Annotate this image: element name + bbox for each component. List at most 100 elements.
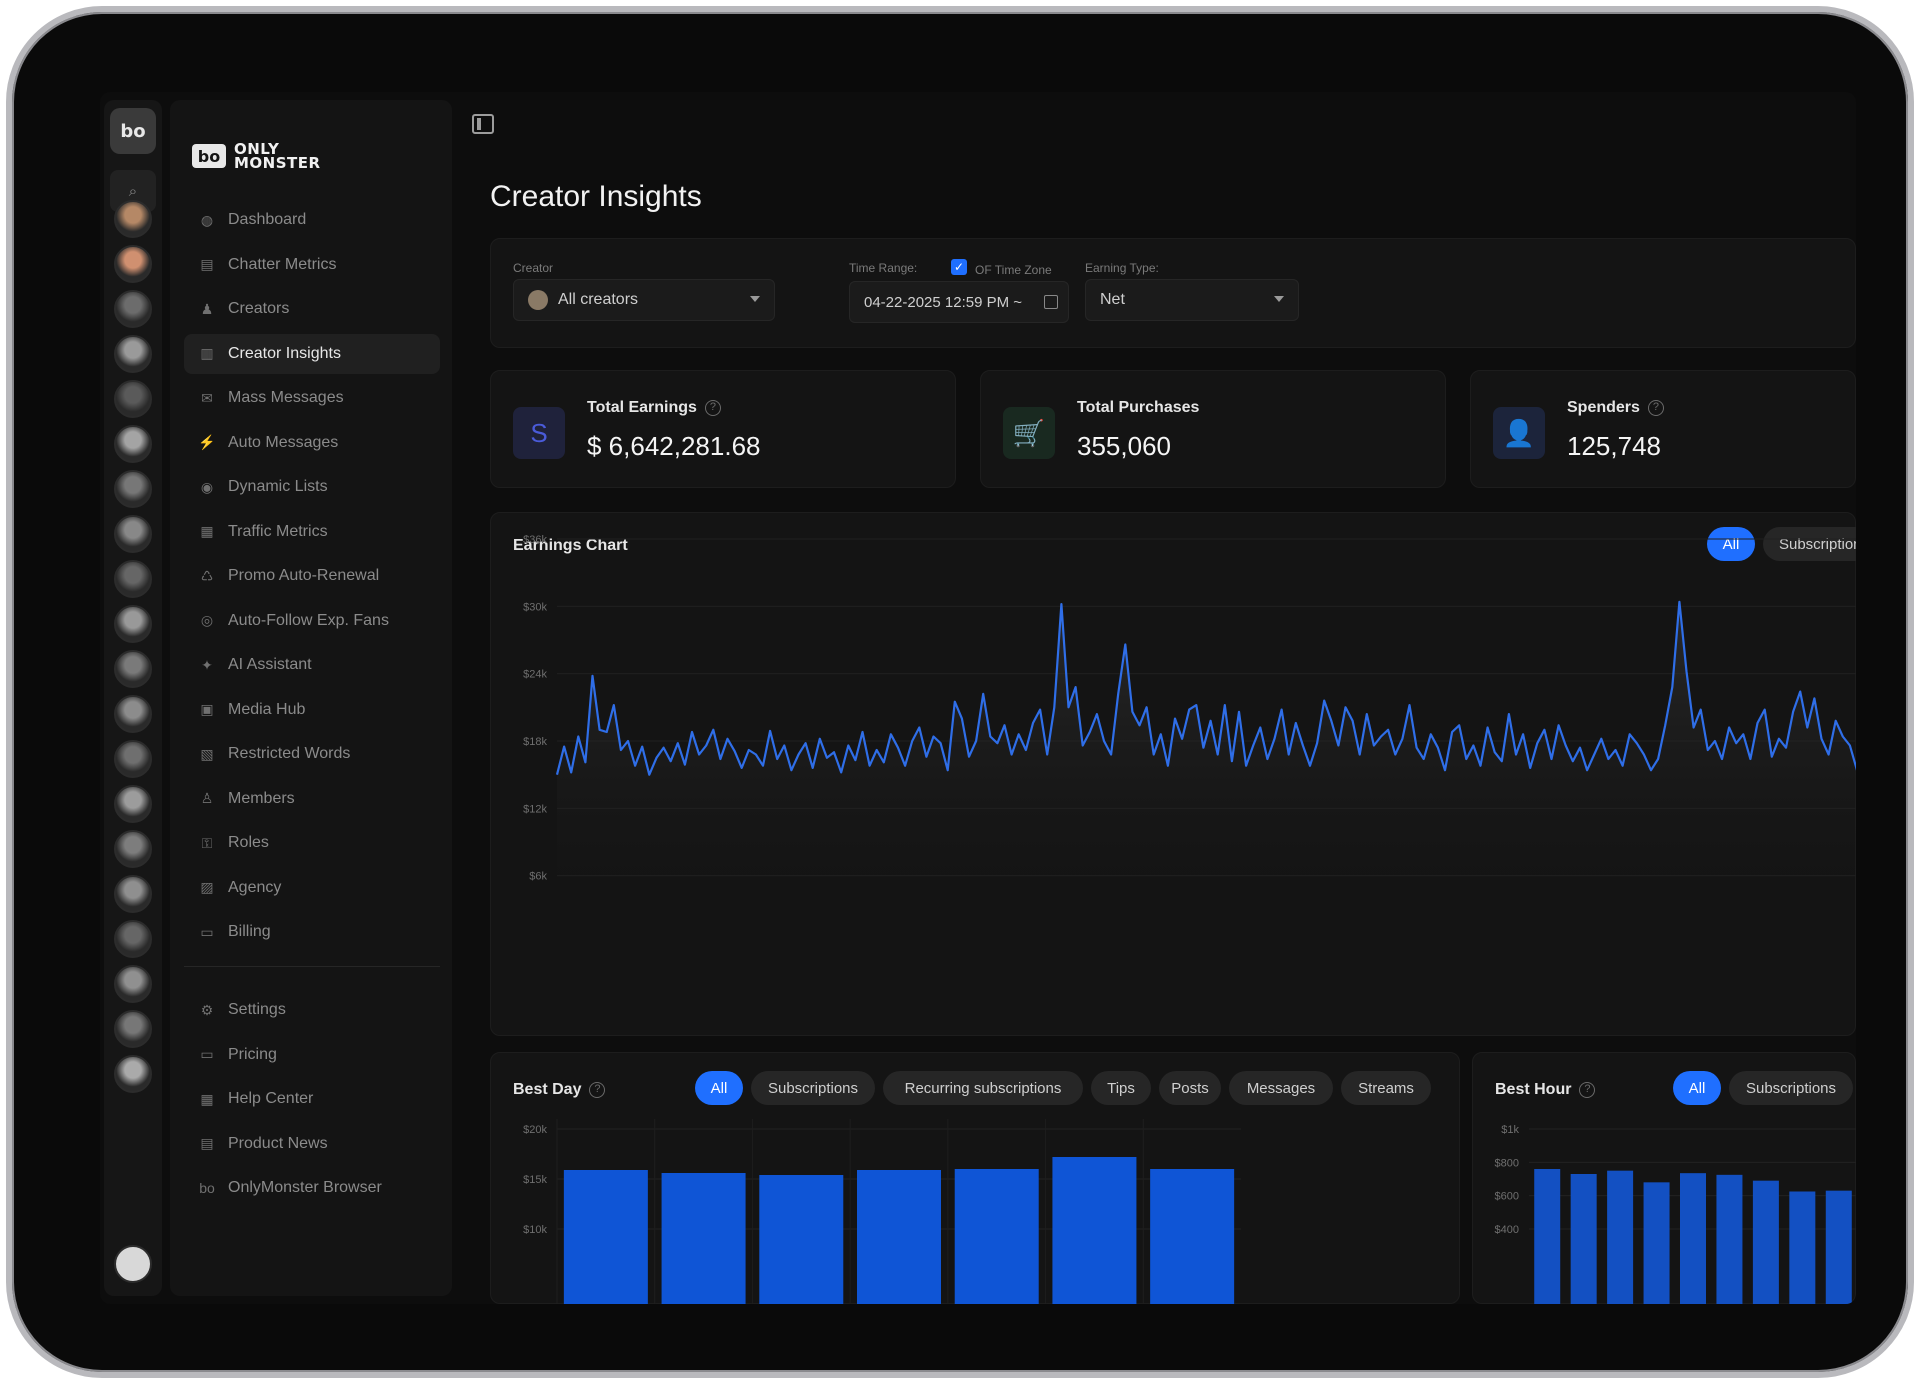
calendar-icon	[1044, 295, 1058, 309]
earning-type-select[interactable]: Net	[1085, 279, 1299, 321]
creator-avatar[interactable]	[114, 335, 152, 373]
creator-avatar[interactable]	[114, 740, 152, 778]
filter-pill-subscriptions[interactable]: Subscriptions	[751, 1071, 875, 1105]
bar[interactable]	[1607, 1170, 1634, 1304]
creator-avatar[interactable]	[114, 1010, 152, 1048]
bar[interactable]	[1570, 1174, 1597, 1304]
bar[interactable]	[1534, 1169, 1561, 1304]
time-range-value: 04-22-2025 12:59 PM ~	[864, 293, 1023, 311]
metrics-icon: ▤	[200, 256, 214, 272]
sidebar-item-restricted-words[interactable]: ▧ Restricted Words	[184, 734, 440, 774]
sidebar-item-roles[interactable]: ⚿ Roles	[184, 823, 440, 863]
page-title: Creator Insights	[490, 180, 702, 213]
creator-avatar[interactable]	[114, 830, 152, 868]
help-icon[interactable]: ?	[589, 1081, 606, 1098]
sidebar-item-media-hub[interactable]: ▣ Media Hub	[184, 690, 440, 730]
gear-icon: ⚙	[200, 1001, 214, 1018]
creator-avatar[interactable]	[114, 560, 152, 598]
time-range-picker[interactable]: 04-22-2025 12:59 PM ~	[849, 281, 1069, 323]
filter-pill-messages[interactable]: Messages	[1229, 1071, 1333, 1105]
help-icon[interactable]: ?	[1579, 1081, 1596, 1098]
filter-pill-streams[interactable]: Streams	[1341, 1071, 1431, 1105]
bar[interactable]	[1825, 1190, 1852, 1304]
sidebar-item-pricing[interactable]: ▭ Pricing	[184, 1035, 440, 1075]
sidebar-item-promo-auto-renewal[interactable]: ♺ Promo Auto-Renewal	[184, 556, 440, 596]
brand-line-1: ONLY	[234, 140, 280, 158]
user-avatar[interactable]	[114, 1245, 152, 1283]
sidebar-item-traffic-metrics[interactable]: ▦ Traffic Metrics	[184, 512, 440, 552]
creator-avatar[interactable]	[114, 200, 152, 238]
filter-pill-recurring-subscriptions[interactable]: Recurring subscriptions	[883, 1071, 1083, 1105]
bar[interactable]	[1052, 1157, 1137, 1304]
bar[interactable]	[1643, 1182, 1670, 1304]
creator-select[interactable]: All creators	[513, 279, 775, 321]
sidebar-item-ai-assistant[interactable]: ✦ AI Assistant	[184, 645, 440, 685]
creator-select-value: All creators	[558, 291, 639, 308]
sidebar-item-label: Help Center	[228, 1090, 314, 1107]
bar[interactable]	[759, 1175, 844, 1304]
creator-avatar[interactable]	[114, 875, 152, 913]
sidebar-item-agency[interactable]: ▨ Agency	[184, 868, 440, 908]
filter-pill-subscriptions[interactable]: Subscriptions	[1763, 527, 1856, 561]
sidebar-item-creators[interactable]: ♟ Creators	[184, 289, 440, 329]
y-tick-label: $600	[1495, 1191, 1519, 1203]
sidebar-item-dashboard[interactable]: ◍ Dashboard	[184, 200, 440, 240]
creator-avatar[interactable]	[114, 695, 152, 733]
sidebar-item-onlymonster-browser[interactable]: bo OnlyMonster Browser	[184, 1168, 440, 1208]
sidebar-item-auto-messages[interactable]: ⚡ Auto Messages	[184, 423, 440, 463]
sidebar-item-help-center[interactable]: ▦ Help Center	[184, 1079, 440, 1119]
sidebar-item-auto-follow-exp-fans[interactable]: ◎ Auto-Follow Exp. Fans	[184, 601, 440, 641]
user-icon: 👤	[1493, 407, 1545, 459]
creator-avatar[interactable]	[114, 965, 152, 1003]
sidebar-item-mass-messages[interactable]: ✉ Mass Messages	[184, 378, 440, 418]
creator-avatar[interactable]	[114, 1055, 152, 1093]
sidebar-item-label: Auto-Follow Exp. Fans	[228, 611, 389, 629]
sidebar-item-chatter-metrics[interactable]: ▤ Chatter Metrics	[184, 245, 440, 285]
creator-avatar[interactable]	[114, 425, 152, 463]
sidebar-item-billing[interactable]: ▭ Billing	[184, 912, 440, 952]
filter-pill-all[interactable]: All	[695, 1071, 743, 1105]
sidebar-item-members[interactable]: ♙ Members	[184, 779, 440, 819]
bar[interactable]	[1752, 1180, 1779, 1304]
filter-pill-all[interactable]: All	[1673, 1071, 1721, 1105]
filter-pill-posts[interactable]: Posts	[1159, 1071, 1221, 1105]
sidebar-toggle-icon[interactable]	[472, 114, 494, 134]
help-icon[interactable]: ?	[704, 399, 721, 416]
rail-logo[interactable]: bo	[110, 108, 156, 154]
of-time-zone-checkbox[interactable]: ✓	[951, 259, 967, 275]
filter-pill-all[interactable]: All	[1707, 527, 1755, 561]
creator-avatar[interactable]	[114, 380, 152, 418]
bar[interactable]	[1680, 1173, 1706, 1304]
time-range-label: Time Range:	[849, 261, 918, 275]
bar[interactable]	[954, 1169, 1039, 1304]
bar[interactable]	[1150, 1169, 1235, 1304]
sidebar-item-creator-insights[interactable]: ▥ Creator Insights	[184, 333, 440, 374]
sidebar-item-product-news[interactable]: ▤ Product News	[184, 1124, 440, 1164]
main-content: Creator Insights Creator All creators Ti…	[462, 160, 1856, 1304]
creator-avatar[interactable]	[114, 920, 152, 958]
help-icon[interactable]: ?	[1647, 399, 1664, 416]
y-tick-label: $15k	[523, 1174, 547, 1186]
creator-avatar[interactable]	[114, 290, 152, 328]
kpi-title: Total Purchases	[1077, 399, 1199, 417]
sidebar-item-dynamic-lists[interactable]: ◉ Dynamic Lists	[184, 467, 440, 507]
app-screen: bo ⌕ bo ONLY MONSTER ◍ Dashboard ▤ Chatter …	[100, 92, 1856, 1304]
brand-logo[interactable]: bo ONLY MONSTER	[192, 140, 321, 171]
bar[interactable]	[1716, 1174, 1743, 1304]
creator-avatar[interactable]	[114, 785, 152, 823]
bar[interactable]	[1789, 1191, 1816, 1305]
creator-avatar[interactable]	[114, 605, 152, 643]
filter-pill-subscriptions[interactable]: Subscriptions	[1729, 1071, 1853, 1105]
browser-icon: bo	[199, 1180, 215, 1196]
creator-avatar[interactable]	[114, 470, 152, 508]
creator-avatar[interactable]	[114, 515, 152, 553]
bar[interactable]	[661, 1173, 746, 1304]
y-tick-label: $800	[1495, 1157, 1519, 1169]
bar[interactable]	[857, 1170, 941, 1304]
creator-avatar[interactable]	[114, 650, 152, 688]
filter-pill-tips[interactable]: Tips	[1091, 1071, 1151, 1105]
y-tick-label: $36k	[523, 534, 547, 546]
sidebar-item-settings[interactable]: ⚙ Settings	[184, 990, 440, 1030]
bar[interactable]	[563, 1170, 648, 1304]
creator-avatar[interactable]	[114, 245, 152, 283]
